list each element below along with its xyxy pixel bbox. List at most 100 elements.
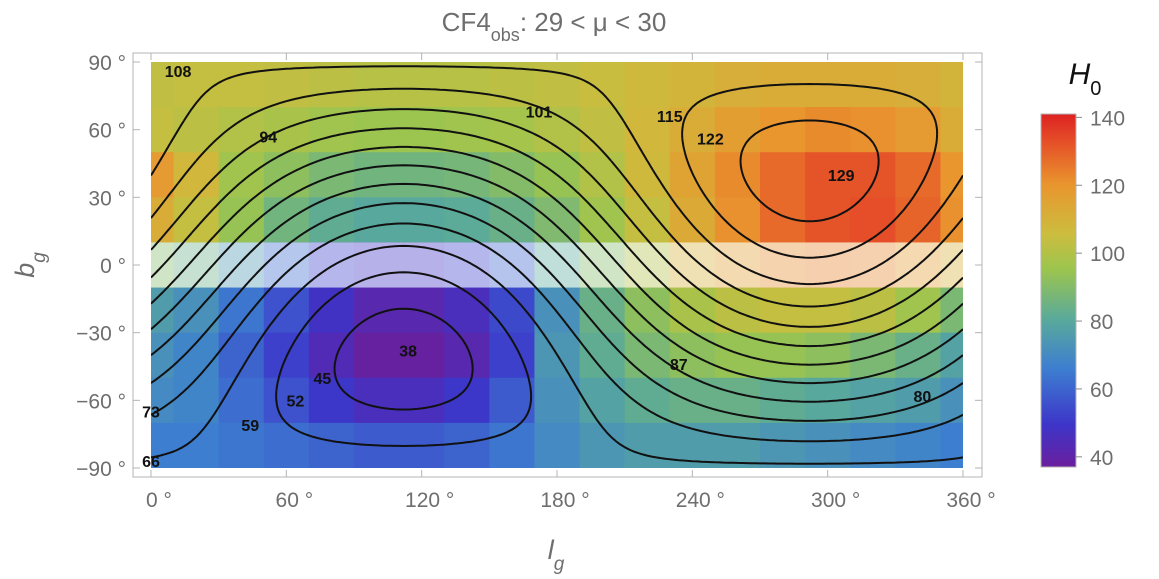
heatmap-cell [895,107,942,153]
contour-label-122: 122 [697,132,724,149]
heatmap-cell [151,197,175,244]
heatmap-cell [624,332,671,379]
heatmap-cell [218,287,265,334]
contour-line-122 [681,83,939,259]
contour-line-59 [151,222,963,443]
heatmap-cell [760,107,806,153]
heatmap-cell [850,62,896,108]
contour-label-59: 59 [241,418,259,435]
contour-label-87: 87 [670,357,688,374]
contour-line-38 [333,307,474,411]
x-tick-label: 120 ° [405,489,454,512]
contour-line-108 [151,87,963,308]
heatmap-cell [151,152,175,198]
y-tick-label: 60 ° [88,120,126,143]
heatmap-cell [940,107,963,153]
heatmap-cell [173,197,220,244]
heatmap-cell [263,422,310,468]
contour-line-115 [151,65,963,286]
heatmap-cell [308,287,355,334]
heatmap-cell [534,377,581,424]
heatmap-cell [624,62,671,108]
heatmap-cell [399,62,445,108]
heatmap-cell [218,332,265,379]
heatmap-cell [218,377,265,424]
heatmap-cell [895,377,942,424]
heatmap-cell [940,377,963,424]
heatmap-cell [579,422,626,468]
heatmap-cell [579,62,626,108]
colorbar-tick-label: 80 [1090,311,1113,334]
heatmap-cell [534,422,581,468]
contour-line-129 [739,119,880,223]
colorbar [1040,113,1077,468]
heatmap-cell [308,62,355,108]
heatmap-cell [399,152,445,198]
contour-line-73 [151,182,963,403]
heatmap-cell [444,332,490,379]
heatmap-cell [308,332,355,379]
contour-label-73: 73 [142,405,160,422]
heatmap-cell [850,152,896,198]
heatmap-cell [579,332,626,379]
heatmap-cell [805,197,851,244]
heatmap-cell [579,287,626,334]
contour-line-87 [151,145,963,366]
heatmap-cell [940,332,963,379]
x-tick-label: 180 ° [540,489,589,512]
heatmap-cell [444,422,490,468]
heatmap-cell [218,152,265,198]
heatmap-cell [714,152,761,198]
heatmap-cell [354,62,400,108]
contour-line-94 [151,127,963,348]
contour-label-129: 129 [828,168,855,185]
colorbar-tick-label: 140 [1090,107,1125,130]
heatmap-cell [173,332,220,379]
heatmap-cell [940,287,963,334]
heatmap-cell [399,377,445,424]
heatmap-cell [308,422,355,468]
heatmap-cell [895,197,942,244]
axis-ticks: 0 ° 60 ° 120 ° 180 ° 240 ° 300 ° 360 ° 90 ° 60 °… [76,52,996,512]
y-axis-label: bg [10,252,50,278]
heatmap-cell [173,422,220,468]
y-tick-label: −90 ° [76,458,126,481]
heatmap-cell [714,62,761,108]
heatmap-cell [940,197,963,244]
contour-line-52 [151,244,963,465]
contour-label-38: 38 [399,344,417,361]
heatmap-cell [940,152,963,198]
heatmap-cell [308,107,355,153]
heatmap-cell [714,377,761,424]
heatmap-cell [940,422,963,468]
heatmap-cell [624,107,671,153]
heatmap-cell [308,197,355,244]
y-tick-label: 90 ° [88,52,126,75]
x-axis-label: lg [548,535,565,575]
y-tick-label: 30 ° [88,187,126,210]
contour-line-66 [151,202,963,422]
heatmap-cell [579,377,626,424]
heatmap-cell [173,62,220,108]
heatmap-cell [263,377,310,424]
contour-lines [151,65,963,465]
heatmap-cell [173,377,220,424]
contour-label-66: 66 [142,454,160,471]
heatmap-cell [151,107,175,153]
heatmap-cell [760,152,806,198]
heatmap-cell [308,377,355,424]
contour-labels: 108 101 115 122 94 129 38 87 45 52 73 59 80 66 [142,64,931,471]
heatmap-cell [850,422,896,468]
x-tick-label: 0 ° [146,489,172,512]
heatmap-cell [895,287,942,334]
contour-label-45: 45 [314,371,332,388]
heatmap-cell [263,287,310,334]
colorbar-tick-label: 120 [1090,175,1125,198]
heatmap-cell [151,332,175,379]
heatmap-cell [444,62,490,108]
colorbar-tick-label: 100 [1090,243,1125,266]
colorbar-ticks: 140 120 100 80 60 40 [1076,107,1125,470]
heatmap-cell [714,197,761,244]
heatmap-cell [489,197,536,244]
